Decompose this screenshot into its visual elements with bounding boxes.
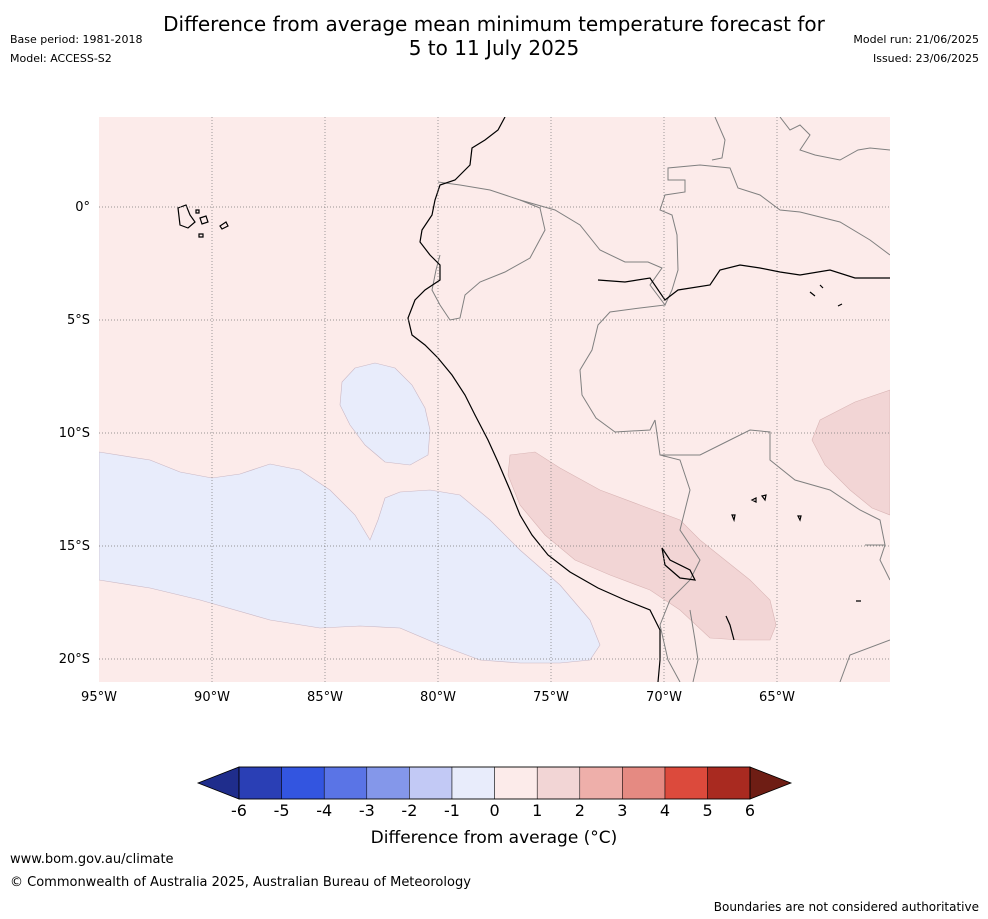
lon-label-75w: 75°W xyxy=(533,690,569,705)
colorbar-segment xyxy=(664,766,708,800)
source-url: www.bom.gov.au/climate xyxy=(10,852,174,867)
model-name: Model: ACCESS-S2 xyxy=(10,52,112,65)
colorbar-tick: 1 xyxy=(532,801,542,820)
lat-label-15s: 15°S xyxy=(59,539,90,554)
colorbar-tick: -2 xyxy=(401,801,417,820)
colorbar-tick: 6 xyxy=(745,801,755,820)
colorbar-segment xyxy=(451,766,495,800)
title-line-1: Difference from average mean minimum tem… xyxy=(163,12,825,36)
colorbar-tick: 0 xyxy=(490,801,500,820)
lon-label-85w: 85°W xyxy=(307,690,343,705)
issued-date: Issued: 23/06/2025 xyxy=(872,52,979,65)
country-boundaries xyxy=(431,117,890,682)
lat-label-10s: 10°S xyxy=(59,426,90,441)
boundary-disclaimer: Boundaries are not considered authoritat… xyxy=(713,900,979,914)
base-period: Base period: 1981-2018 xyxy=(10,33,143,46)
lon-label-65w: 65°W xyxy=(759,690,795,705)
colorbar-tick: 4 xyxy=(660,801,670,820)
colorbar-high-extension xyxy=(749,766,793,800)
warm-anomaly-east xyxy=(811,389,890,516)
latitude-labels: 0° 5°S 10°S 15°S 20°S xyxy=(59,200,90,667)
cool-anomaly-north xyxy=(339,362,431,466)
colorbar-segment xyxy=(281,766,325,800)
colorbar-tick: -3 xyxy=(359,801,375,820)
colorbar-segment xyxy=(238,766,282,800)
colorbar-segment xyxy=(366,766,410,800)
colorbar-title: Difference from average (°C) xyxy=(370,828,618,848)
colorbar-segment xyxy=(323,766,368,800)
colorbar-tick: -6 xyxy=(231,801,247,820)
colorbar-segment xyxy=(622,766,666,800)
colorbar-segment xyxy=(409,766,453,800)
graticule xyxy=(99,117,890,682)
lon-label-70w: 70°W xyxy=(646,690,682,705)
colorbar xyxy=(196,766,793,800)
colorbar-segment xyxy=(707,766,751,800)
colorbar-ticks: -6 -5 -4 -3 -2 -1 0 1 2 3 4 5 6 xyxy=(231,801,755,820)
lat-label-5s: 5°S xyxy=(67,313,90,328)
cool-anomaly-offshore xyxy=(99,451,601,664)
colorbar-tick: -5 xyxy=(274,801,290,820)
colorbar-tick: 5 xyxy=(703,801,713,820)
longitude-labels: 95°W 90°W 85°W 80°W 75°W 70°W 65°W xyxy=(81,690,795,705)
colorbar-tick: -4 xyxy=(316,801,332,820)
lon-label-95w: 95°W xyxy=(81,690,117,705)
colorbar-tick: -1 xyxy=(444,801,460,820)
colorbar-segment xyxy=(536,766,581,800)
model-run: Model run: 21/06/2025 xyxy=(853,33,979,46)
colorbar-tick: 3 xyxy=(617,801,627,820)
colorbar-low-extension xyxy=(196,766,240,800)
map-title: Difference from average mean minimum tem… xyxy=(0,12,988,60)
copyright-notice: © Commonwealth of Australia 2025, Austra… xyxy=(10,875,471,890)
lon-label-90w: 90°W xyxy=(194,690,230,705)
title-line-2: 5 to 11 July 2025 xyxy=(408,36,580,60)
colorbar-segment xyxy=(579,766,623,800)
lon-label-80w: 80°W xyxy=(420,690,456,705)
colorbar-tick: 2 xyxy=(575,801,585,820)
coastlines xyxy=(177,117,890,682)
lat-label-20s: 20°S xyxy=(59,652,90,667)
colorbar-segment xyxy=(494,766,538,800)
lat-label-0: 0° xyxy=(75,200,90,215)
